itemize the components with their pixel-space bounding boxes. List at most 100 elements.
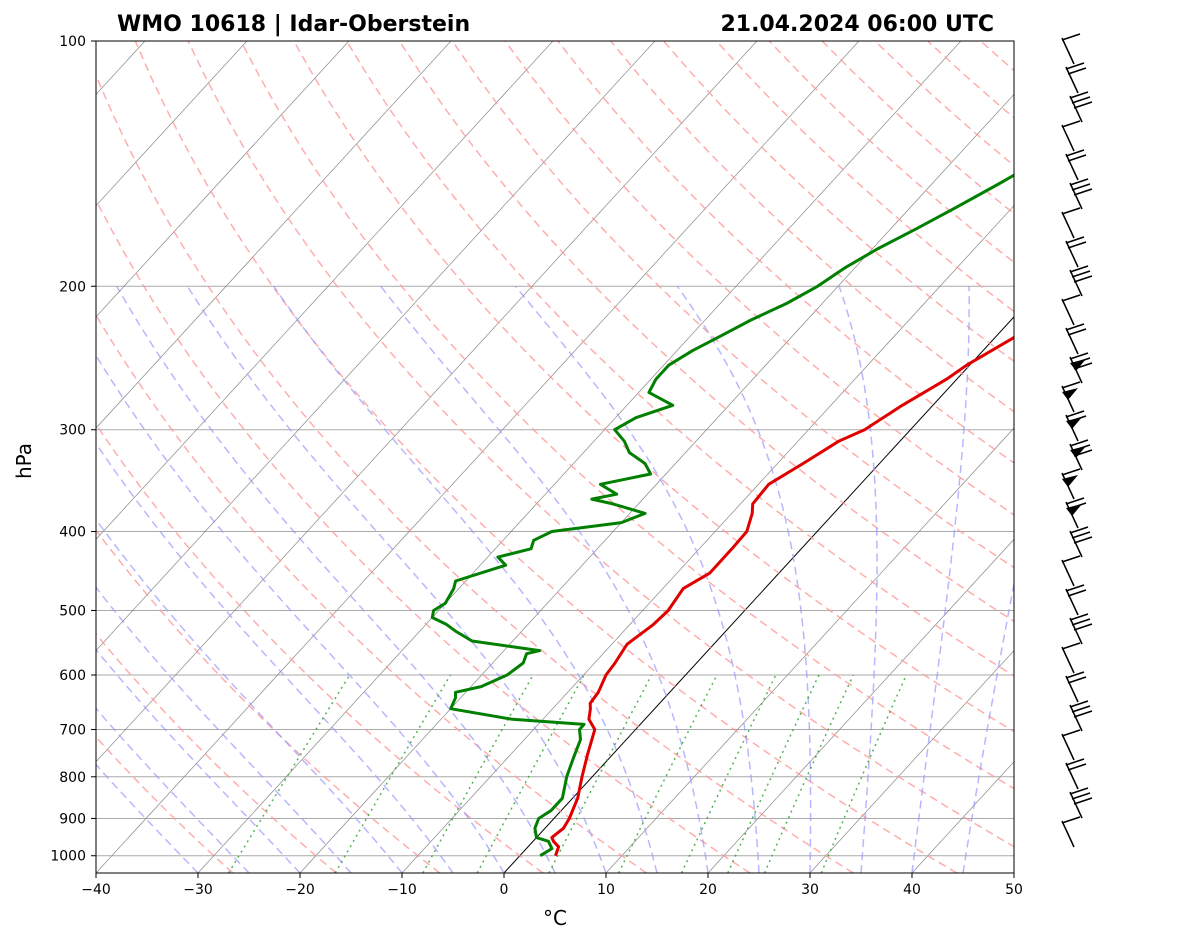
y-tick-label: 1000: [50, 849, 86, 865]
y-tick-label: 200: [59, 279, 86, 295]
wind-barb: [1065, 323, 1087, 355]
wind-barb: [1061, 294, 1081, 326]
moist-adiabat-line: [514, 285, 760, 873]
dry-adiabat-line: [96, 632, 337, 873]
wind-barb: [1065, 62, 1087, 94]
dry-adiabat-line: [345, 41, 1014, 677]
zero-isotherm: [503, 316, 1014, 873]
wind-barb: [1069, 91, 1093, 123]
x-tick-label: −30: [183, 882, 213, 898]
wind-barb: [1069, 613, 1093, 645]
mixing-ratio-line: [548, 674, 653, 873]
dry-adiabat-line: [187, 41, 1014, 848]
mixing-ratio-line: [820, 674, 907, 873]
wind-barb: [1069, 265, 1093, 297]
x-tick-label: 20: [699, 882, 717, 898]
wind-barb: [1061, 816, 1081, 848]
x-tick-label: −20: [285, 882, 315, 898]
y-tick-label: 500: [59, 603, 86, 619]
moist-adiabat-line: [96, 648, 301, 873]
mixing-ratio-line: [422, 674, 534, 873]
y-tick-label: 300: [59, 423, 86, 439]
wind-barb: [1065, 758, 1087, 790]
isotherm-line: [197, 41, 962, 873]
y-axis-label: hPa: [12, 443, 36, 479]
dry-adiabat-line: [96, 735, 234, 873]
wind-barb: [1069, 352, 1093, 384]
y-axis-ticks: 100 200 300 400 500 600 700 800 900 1000: [50, 34, 96, 865]
plot-area: [96, 41, 1014, 873]
y-tick-label: 600: [59, 668, 86, 684]
moist-adiabat-line: [273, 285, 658, 873]
y-tick-label: 400: [59, 525, 86, 541]
wind-barb: [1065, 149, 1087, 181]
wind-barb: [1065, 497, 1087, 529]
dry-adiabat-line: [96, 423, 544, 873]
dry-adiabats: [96, 41, 1014, 873]
moist-adiabat-line: [186, 285, 607, 873]
wind-barb: [1069, 787, 1093, 819]
x-tick-label: 0: [500, 882, 509, 898]
dry-adiabat-line: [96, 73, 854, 873]
wind-barb: [1069, 178, 1093, 210]
y-tick-label: 800: [59, 770, 86, 786]
mixing-ratio-line: [334, 674, 452, 873]
isotherm-line: [96, 41, 248, 207]
x-tick-label: 40: [903, 882, 921, 898]
moist-adiabat-line: [96, 707, 250, 873]
x-tick-label: −40: [81, 882, 111, 898]
x-tick-label: −10: [387, 882, 417, 898]
moist-adiabat-line: [380, 285, 709, 873]
wind-barb: [1065, 410, 1087, 442]
dry-adiabat-line: [240, 41, 1014, 790]
wind-barb: [1065, 236, 1087, 268]
wind-barb: [1061, 729, 1081, 761]
moist-adiabat-line: [96, 518, 403, 873]
moist-adiabat-line: [962, 580, 1014, 873]
x-tick-label: 50: [1005, 882, 1023, 898]
chart-title-right: 21.04.2024 06:00 UTC: [720, 12, 994, 37]
dry-adiabat-line: [96, 198, 751, 873]
mixing-ratio-lines: [227, 674, 907, 873]
y-tick-label: 900: [59, 811, 86, 827]
plot-frame: [95, 40, 1015, 874]
mixing-ratio-line: [618, 674, 718, 873]
moist-adiabats: [96, 285, 1014, 873]
wind-barb: [1061, 642, 1081, 674]
dry-adiabat-line: [293, 41, 1014, 733]
wind-barb: [1061, 33, 1081, 65]
moist-adiabat-line: [96, 442, 454, 873]
moist-adiabat-line: [911, 286, 970, 873]
isotherm-line: [96, 41, 554, 540]
dry-adiabat-line: [96, 313, 647, 873]
wind-barb: [1061, 555, 1081, 587]
wind-barb: [1061, 120, 1081, 152]
wind-barb: [1061, 468, 1081, 500]
moist-adiabat-line: [838, 286, 878, 873]
y-tick-label: 700: [59, 723, 86, 739]
chart-title-left: WMO 10618 | Idar-Oberstein: [117, 12, 470, 37]
wind-barb: [1065, 671, 1087, 703]
sounding-series: [430, 173, 1014, 857]
y-tick-label: 100: [59, 34, 86, 50]
dry-adiabat-line: [134, 41, 958, 873]
dry-adiabat-line: [504, 41, 1014, 516]
temperature-profile-line: [550, 335, 1014, 857]
isotherm-line: [605, 427, 1014, 873]
moist-adiabat-line: [96, 763, 199, 873]
moist-adiabat-line: [676, 285, 812, 873]
mixing-ratio-line: [476, 674, 585, 873]
isotherm-line: [96, 41, 758, 763]
moist-adiabat-line: [96, 586, 352, 873]
moist-adiabat-line: [96, 353, 505, 873]
isotherm-line: [96, 41, 656, 652]
x-tick-label: 10: [597, 882, 615, 898]
wind-barb: [1069, 700, 1093, 732]
wind-barbs: [1061, 33, 1093, 848]
x-tick-label: 30: [801, 882, 819, 898]
wind-barb: [1061, 207, 1081, 239]
isotherm-line: [96, 41, 350, 318]
isotherm-line: [809, 650, 1014, 873]
